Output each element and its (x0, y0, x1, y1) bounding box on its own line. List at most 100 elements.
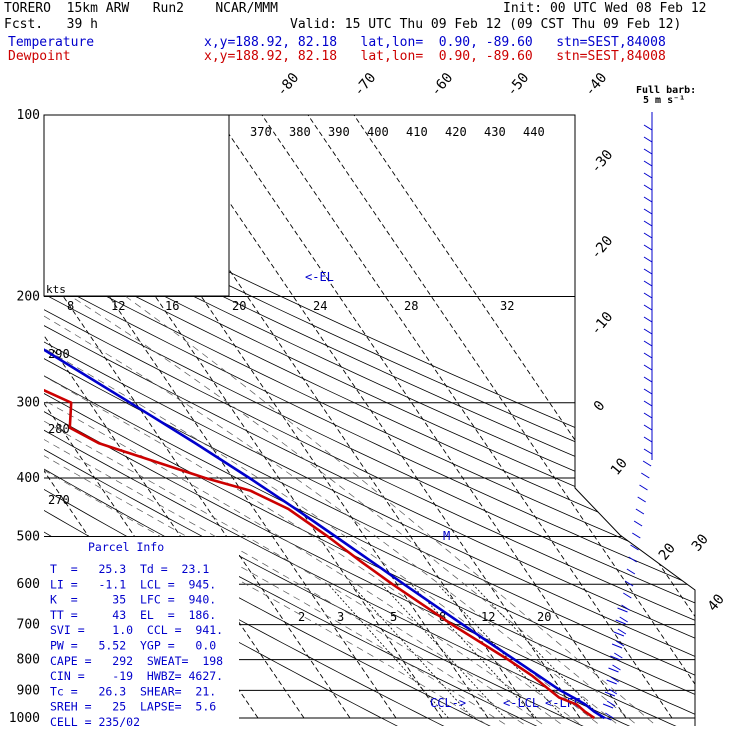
pressure-tick-label: 100 (17, 108, 40, 123)
hodograph-speed-label: 20 (232, 299, 246, 313)
wind-barb (613, 631, 625, 637)
dry-adiabat-line (44, 127, 695, 726)
wind-barb (643, 376, 653, 383)
temperature-legend-label: Temperature (8, 35, 95, 50)
isotherm-line (353, 115, 695, 719)
isotherm-label: 30 (689, 531, 712, 554)
theta-left-label: 280 (48, 422, 70, 436)
pressure-tick-label: 500 (17, 529, 40, 544)
ccl-marker: CCL-> (430, 696, 466, 710)
wind-barb (633, 520, 643, 527)
mixing-ratio-label: 5 (390, 610, 397, 624)
lfc-marker: <-LFC (545, 696, 581, 710)
parcel-info-row: SREH = 25 LAPSE= 5.6 (50, 700, 216, 714)
moist-adiabat-line (71, 296, 645, 726)
pressure-tick-label: 600 (17, 577, 40, 592)
parcel-info-row: PW = 5.52 YGP = 0.0 (50, 639, 216, 653)
dry-adiabat-line (44, 127, 695, 726)
dewpoint-profile (44, 115, 596, 720)
moist-adiabat-line (44, 296, 608, 726)
parcel-info-row: Tc = 26.3 SHEAR= 21. (50, 684, 216, 698)
parcel-info-row: CIN = -19 HWBZ= 4627. (50, 669, 223, 683)
parcel-info-row: CELL = 235/02 (50, 715, 140, 729)
wind-barb (605, 712, 614, 719)
wind-barb (643, 244, 653, 251)
isotherm-line (215, 115, 627, 719)
moist-adiabat-line (44, 296, 589, 726)
moist-adiabat-line (44, 296, 534, 726)
theta-label: 430 (484, 125, 506, 139)
hodograph-speed-label: 28 (404, 299, 418, 313)
pressure-tick-label: 1000 (9, 711, 40, 726)
isotherm-line (44, 115, 443, 719)
temperature-station-info: x,y=188.92, 82.18 lat,lon= 0.90, -89.60 … (204, 35, 666, 50)
parcel-info-title: Parcel Info (88, 540, 164, 554)
theta-label: 400 (367, 125, 389, 139)
parcel-info-row: T = 25.3 Td = 23.1 (50, 562, 209, 576)
dry-adiabat-line (44, 127, 695, 726)
wind-barb (639, 484, 648, 491)
mixing-ratio-line (351, 583, 474, 719)
wind-barb (643, 160, 653, 167)
isotherm-line (307, 115, 695, 719)
theta-label: 370 (250, 125, 272, 139)
wind-barb (643, 436, 653, 443)
wind-barb (608, 667, 619, 673)
wind-barb (635, 508, 645, 515)
parcel-info-row: LI = -1.1 LCL = 945. (50, 577, 216, 591)
theta-left-label: 290 (48, 347, 70, 361)
wind-barb (615, 619, 626, 625)
parcel-info-row: TT = 43 EL = 186. (50, 608, 216, 622)
parcel-info-row: CAPE = 292 SWEAT= 198 (50, 654, 223, 668)
dry-adiabat-line (44, 127, 695, 726)
isotherm-label: -60 (428, 70, 457, 100)
wind-barb (619, 616, 628, 623)
wind-barb (643, 220, 653, 227)
el-marker: <-EL (305, 270, 334, 284)
mixing-ratio-line (410, 583, 537, 719)
moist-adiabat-line (44, 296, 553, 726)
wind-barb (630, 544, 639, 551)
mixing-ratio-label: 12 (481, 610, 495, 624)
isotherm-line (261, 115, 673, 719)
wind-barb (643, 328, 653, 335)
wind-barb (643, 352, 653, 359)
dry-adiabat-line (44, 127, 594, 726)
isotherm-label: -20 (588, 233, 617, 263)
wind-barb (623, 592, 632, 599)
moist-adiabat-line (44, 296, 497, 726)
parcel-info-row: K = 35 LFC = 940. (50, 593, 216, 607)
theta-left-label: 270 (48, 493, 70, 507)
wind-barb (643, 400, 653, 407)
hodograph-speed-label: 32 (500, 299, 514, 313)
dry-adiabat-line (44, 127, 695, 726)
dry-adiabat-line (44, 127, 695, 726)
dry-adiabat-line (44, 127, 687, 726)
mixing-ratio-line (472, 583, 602, 719)
wind-barb (615, 640, 625, 647)
parcel-info-row: SVI = 1.0 CCL = 941. (50, 623, 223, 637)
barb-legend-units: 5 m s⁻¹ (643, 95, 685, 106)
wind-barb (621, 604, 630, 611)
wind-barb (643, 316, 653, 323)
pressure-tick-label: 400 (17, 471, 40, 486)
plot-frame (44, 114, 696, 726)
wind-barb (611, 643, 623, 649)
theta-label: 390 (328, 125, 350, 139)
wind-barb (617, 628, 627, 635)
isotherm-line (123, 115, 535, 719)
m-marker: M (443, 529, 450, 543)
hodograph-speed-label: 8 (67, 299, 74, 313)
wind-barb (643, 232, 653, 239)
mixing-ratio-label: 2 (298, 610, 305, 624)
isotherm-line (44, 115, 397, 719)
dewpoint-station-info: x,y=188.92, 82.18 lat,lon= 0.90, -89.60 … (204, 49, 666, 64)
wind-barb (643, 448, 653, 455)
wind-barb (643, 208, 653, 215)
wind-barb (643, 388, 653, 395)
pressure-tick-label: 700 (17, 618, 40, 633)
dry-adiabat-line (44, 127, 695, 726)
mixing-ratio-label: 3 (337, 610, 344, 624)
wind-barb (643, 364, 653, 371)
